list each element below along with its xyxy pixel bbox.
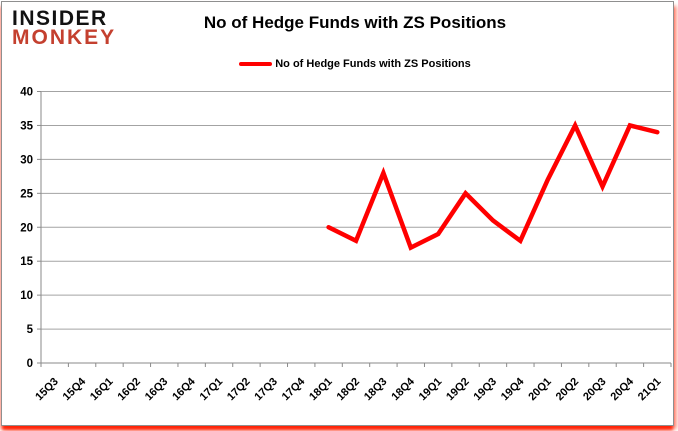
y-axis-label: 30 xyxy=(20,154,33,166)
logo-insider-text: INSIDER xyxy=(12,7,108,30)
y-axis-label: 15 xyxy=(20,256,33,268)
y-axis-label: 35 xyxy=(20,120,33,132)
chart-frame xyxy=(1,1,674,426)
x-axis-label: 16Q2 xyxy=(115,376,143,404)
data-line xyxy=(326,120,660,251)
x-axis-label: 19Q3 xyxy=(472,376,500,404)
x-axis-label: 19Q4 xyxy=(499,375,527,403)
x-axis-label: 17Q1 xyxy=(198,376,226,404)
x-axis-label: 20Q4 xyxy=(609,375,637,403)
x-axis-label: 20Q2 xyxy=(554,376,582,404)
x-axis-label: 15Q3 xyxy=(33,376,61,404)
chart-title: No of Hedge Funds with ZS Positions xyxy=(203,13,507,32)
x-axis-label: 20Q1 xyxy=(526,376,554,404)
x-axis-label: 19Q1 xyxy=(417,376,445,404)
x-axis-label: 16Q4 xyxy=(170,375,198,403)
x-axis-label: 18Q2 xyxy=(335,376,363,404)
y-axis-label: 20 xyxy=(20,222,33,234)
x-axis-label: 18Q3 xyxy=(362,376,390,404)
x-axis-label: 18Q1 xyxy=(307,376,335,404)
legend-label: No of Hedge Funds with ZS Positions xyxy=(275,58,471,70)
legend: No of Hedge Funds with ZS Positions xyxy=(140,58,570,70)
x-axis-label: 21Q1 xyxy=(636,376,664,404)
y-axis-label: 0 xyxy=(27,358,33,370)
y-axis-label: 40 xyxy=(20,87,33,99)
y-axis-label: 5 xyxy=(27,324,34,336)
x-axis-label: 17Q4 xyxy=(280,375,308,403)
x-axis-label: 17Q3 xyxy=(252,376,280,404)
x-axis-label: 16Q1 xyxy=(88,376,116,404)
x-axis-label: 20Q3 xyxy=(581,376,609,404)
x-axis-label: 17Q2 xyxy=(225,376,253,404)
y-axis-label: 25 xyxy=(20,188,33,200)
x-axis-label: 16Q3 xyxy=(143,376,171,404)
x-axis-label: 18Q4 xyxy=(389,375,417,403)
x-axis-label: 15Q4 xyxy=(61,375,89,403)
x-axis-label: 19Q2 xyxy=(444,376,472,404)
insider-monkey-logo: INSIDER MONKEY xyxy=(12,7,117,50)
logo-monkey-text: MONKEY xyxy=(12,26,117,50)
legend-line-swatch xyxy=(239,62,273,66)
y-axis-label: 10 xyxy=(20,290,33,302)
